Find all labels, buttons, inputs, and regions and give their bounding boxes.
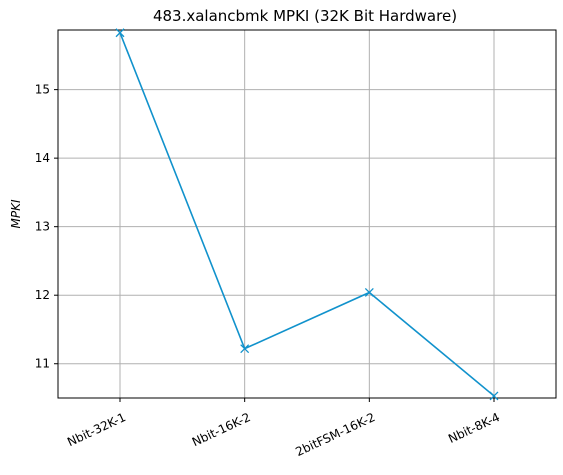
y-axis-ticks: 11 12 13 14 15 bbox=[35, 83, 58, 371]
x-tick-label-2: 2bitFSM-16K-2 bbox=[293, 410, 377, 459]
y-tick-label-4: 15 bbox=[35, 83, 50, 97]
chart-title: 483.xalancbmk MPKI (32K Bit Hardware) bbox=[153, 7, 457, 25]
data-point-0-0 bbox=[115, 28, 125, 38]
grid-lines bbox=[58, 30, 556, 398]
x-tick-label-0: Nbit-32K-1 bbox=[65, 410, 128, 449]
x-tick-label-1: Nbit-16K-2 bbox=[190, 410, 253, 449]
data-point-0-3 bbox=[489, 391, 499, 401]
series-group bbox=[115, 28, 499, 401]
marker-stroke-b bbox=[240, 344, 250, 354]
x-axis-ticks: Nbit-32K-1 Nbit-16K-2 2bitFSM-16K-2 Nbit-8K… bbox=[65, 398, 502, 459]
marker-stroke-b bbox=[115, 28, 125, 38]
marker-stroke-b bbox=[489, 391, 499, 401]
y-tick-label-3: 14 bbox=[35, 151, 50, 165]
x-tick-label-3: Nbit-8K-4 bbox=[446, 410, 502, 446]
data-point-0-1 bbox=[240, 344, 250, 354]
y-tick-label-1: 12 bbox=[35, 288, 50, 302]
marker-stroke-b bbox=[364, 288, 374, 297]
y-axis-label: MPKI bbox=[9, 199, 23, 228]
y-tick-label-2: 13 bbox=[35, 220, 50, 234]
data-point-0-2 bbox=[364, 288, 374, 297]
series-line-0 bbox=[119, 32, 495, 397]
y-tick-label-0: 11 bbox=[35, 357, 50, 371]
plot-area-frame bbox=[57, 29, 557, 399]
